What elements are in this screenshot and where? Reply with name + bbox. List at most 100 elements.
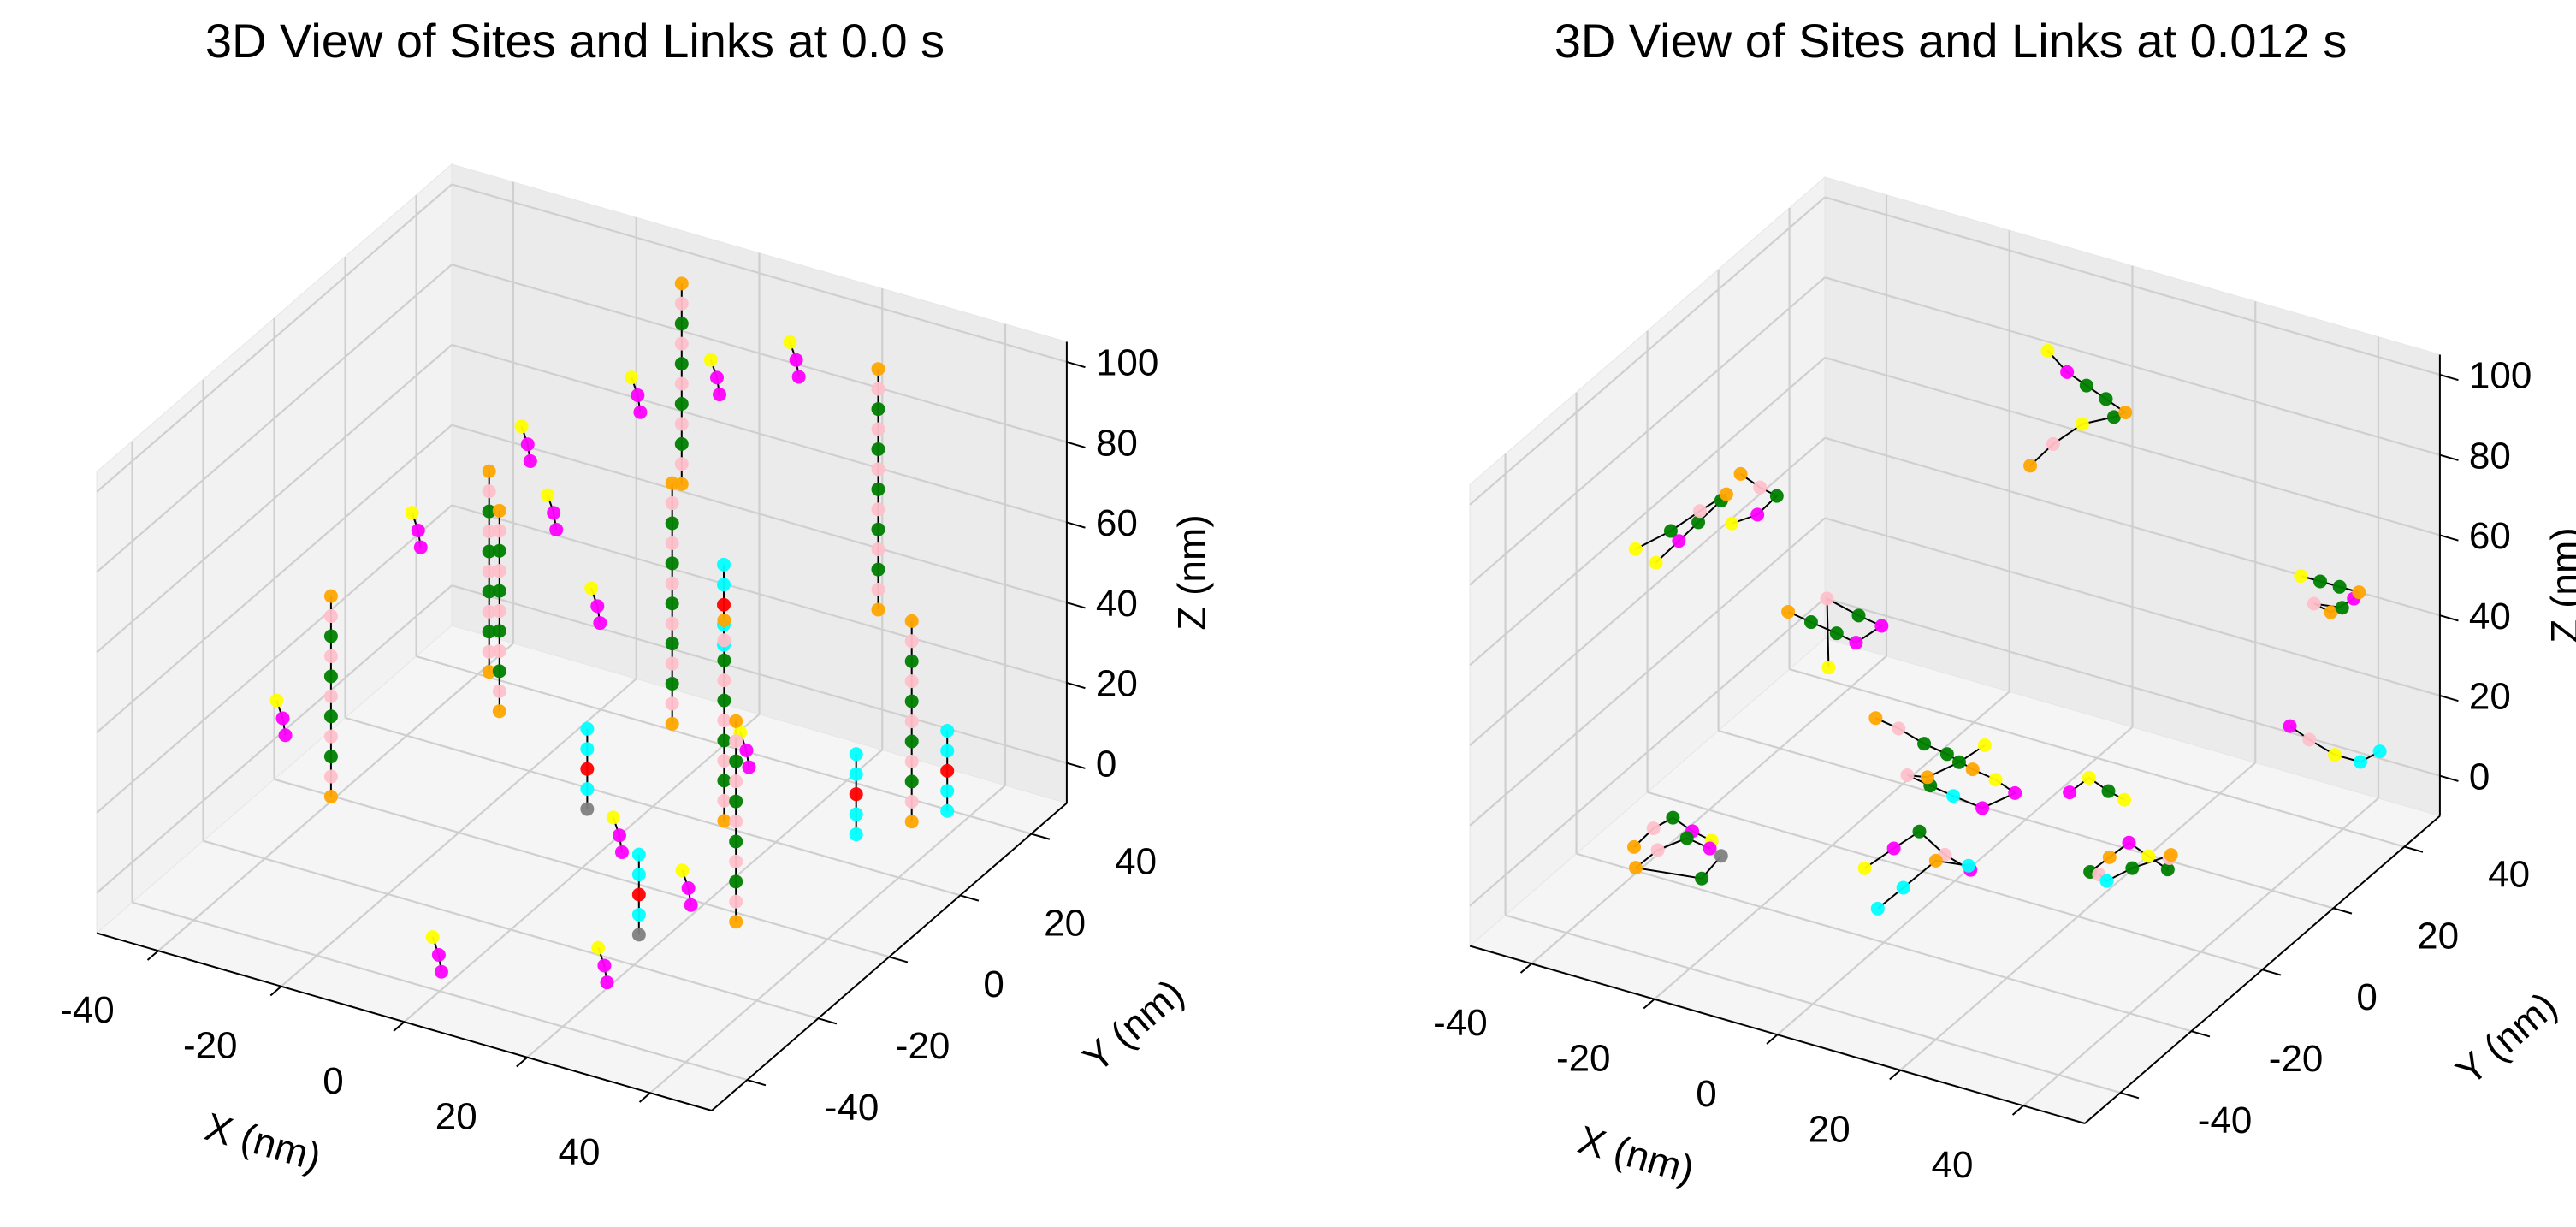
site [681, 881, 696, 896]
site [1965, 762, 1980, 777]
site [729, 794, 743, 809]
z-tick [2439, 453, 2459, 461]
site [940, 803, 955, 818]
x-tick-label: -20 [1556, 1037, 1611, 1079]
site [665, 476, 679, 490]
site [849, 767, 863, 781]
site [674, 317, 689, 331]
site [729, 734, 743, 749]
site [1975, 801, 1990, 815]
y-tick-label: -20 [2269, 1038, 2324, 1080]
site [791, 370, 806, 384]
site [584, 581, 599, 596]
site [2099, 874, 2114, 888]
site [2122, 835, 2136, 850]
site [2102, 850, 2117, 864]
site [631, 887, 646, 902]
y-tick-label: 0 [2356, 976, 2377, 1018]
x-tick [1889, 1069, 1901, 1081]
site [1725, 516, 1739, 531]
y-tick-label: 40 [2488, 853, 2530, 895]
site [580, 782, 595, 797]
site [323, 609, 338, 624]
grid-line [1824, 517, 2441, 697]
site [1719, 487, 1733, 501]
x-tick [516, 1056, 528, 1068]
site [2117, 792, 2132, 807]
site [523, 453, 537, 468]
z-tick [1066, 441, 1086, 448]
site [665, 696, 679, 711]
site [665, 676, 679, 691]
site [492, 704, 506, 719]
site [729, 774, 743, 789]
grid-line [451, 264, 1068, 443]
z-tick [1066, 602, 1086, 609]
site [871, 583, 885, 597]
x-tick-label: 40 [559, 1131, 601, 1173]
site [674, 336, 689, 351]
grid-line [345, 716, 961, 897]
site [269, 693, 284, 708]
site [612, 828, 626, 843]
x-tick-label: 0 [1696, 1073, 1716, 1115]
y-tick [2191, 1030, 2211, 1038]
site [871, 462, 885, 477]
x-tick-label: 40 [1932, 1144, 1974, 1186]
site [1679, 831, 1694, 845]
y-tick [2120, 1092, 2140, 1100]
site [904, 654, 919, 668]
z-axis-label: Z (nm) [2543, 527, 2576, 643]
site [1820, 591, 1834, 606]
site [590, 599, 605, 614]
site [2125, 861, 2140, 875]
site [729, 915, 743, 929]
grid-line [1576, 852, 2192, 1033]
site [482, 504, 496, 519]
site [1692, 504, 1707, 519]
site [591, 940, 606, 955]
site [871, 362, 885, 376]
site [665, 496, 679, 511]
site [482, 525, 496, 539]
site [431, 948, 446, 963]
grid-line [96, 504, 453, 814]
site [2082, 770, 2096, 785]
site [614, 845, 629, 859]
site [492, 503, 506, 518]
site [729, 754, 743, 768]
site [2079, 378, 2093, 393]
z-axis-label: Z (nm) [1170, 514, 1214, 630]
site [482, 625, 496, 639]
site [323, 589, 338, 603]
site [665, 616, 679, 631]
site [492, 604, 506, 619]
site [1646, 821, 1661, 836]
y-tick-label: 20 [1044, 902, 1086, 944]
grid-line [1824, 196, 2441, 376]
site [2101, 784, 2116, 798]
site [580, 721, 595, 736]
site [1695, 871, 1709, 886]
x-tick-label: 20 [435, 1095, 477, 1137]
site [904, 694, 919, 708]
site [631, 928, 646, 942]
chart-title: 3D View of Sites and Links at 0.012 s [1554, 14, 2348, 68]
grid-line [203, 839, 819, 1020]
site [323, 769, 338, 784]
site [1803, 615, 1818, 630]
site [940, 744, 955, 758]
y-tick [818, 1017, 838, 1025]
site [674, 436, 689, 451]
site [593, 616, 607, 631]
site [492, 684, 506, 698]
site [2352, 585, 2366, 600]
site [492, 543, 506, 558]
site [739, 743, 754, 757]
site [674, 357, 689, 371]
site [1900, 768, 1915, 782]
site [904, 614, 919, 628]
grid-line [451, 343, 1068, 524]
site [2294, 569, 2308, 584]
